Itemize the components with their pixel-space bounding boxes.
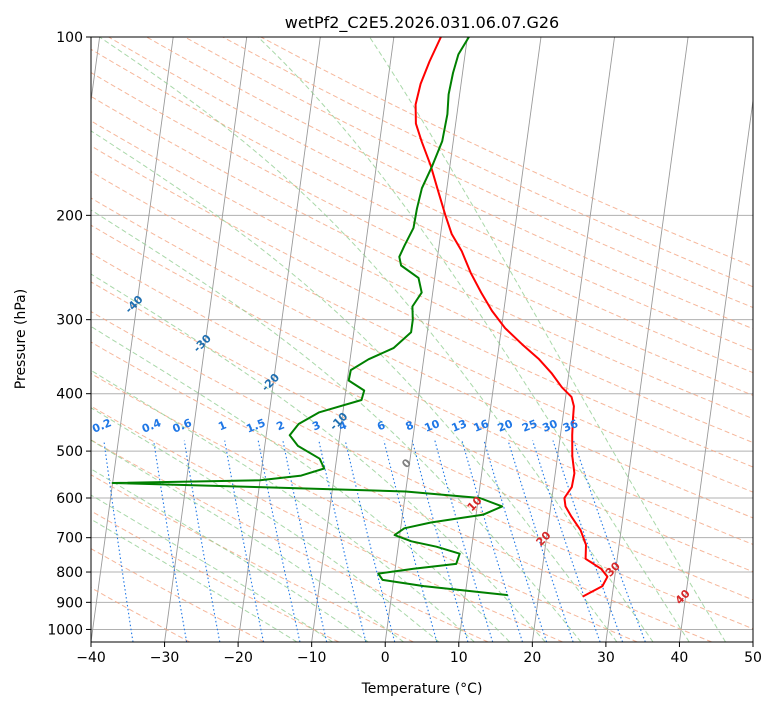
sounding-profiles	[111, 37, 609, 598]
mixing-ratio-label: 36	[561, 417, 580, 435]
dry-adiabat	[108, 37, 753, 352]
moist-adiabat	[91, 494, 333, 642]
isotherm	[458, 37, 542, 642]
y-tick-label: 100	[56, 30, 83, 46]
moist-adiabat	[91, 407, 440, 642]
chart-title: wetPf2_C2E5.2026.031.06.07.G26	[285, 13, 559, 33]
dry-adiabat	[91, 474, 414, 642]
x-tick-label: −10	[297, 650, 327, 666]
mixing-ratio-line	[344, 440, 396, 642]
y-tick-label: 1000	[47, 622, 83, 638]
x-tick-label: 50	[744, 650, 762, 666]
pressure-gridlines	[91, 37, 753, 630]
x-tick-label: 40	[671, 650, 689, 666]
mixing-ratio-line	[434, 440, 494, 642]
x-tick-label: −30	[150, 650, 180, 666]
dry-adiabat	[91, 224, 753, 545]
dry-adiabat	[91, 48, 753, 374]
dry-adiabat	[91, 71, 753, 396]
y-tick-label: 300	[56, 313, 83, 329]
dry-adiabats	[91, 37, 753, 642]
isotherm	[91, 37, 174, 642]
mixing-ratio-line	[383, 440, 438, 642]
x-tick-label: −20	[223, 650, 253, 666]
x-axis-ticks: −40 −30 −20 −10 0 10 20 30 40 50	[76, 642, 762, 666]
mixing-ratio-label: 13	[450, 417, 469, 435]
x-tick-label: 20	[523, 650, 541, 666]
moist-adiabat	[91, 325, 511, 642]
isotherm	[237, 37, 321, 642]
mixing-ratio-line	[318, 440, 367, 642]
mixing-ratio-line	[552, 440, 624, 642]
dry-adiabat	[91, 548, 265, 642]
temperature-profile	[414, 37, 609, 598]
y-tick-label: 600	[56, 491, 83, 507]
plot-frame	[90, 36, 754, 643]
moist-adiabat	[91, 439, 404, 642]
x-tick-label: 30	[597, 650, 615, 666]
y-tick-label: 400	[56, 387, 83, 403]
moist-adiabat	[91, 468, 369, 642]
y-tick-label: 900	[56, 595, 83, 611]
mixing-ratio-label: 20	[496, 417, 515, 435]
mixing-ratio-line	[224, 440, 265, 642]
moist-adiabat	[99, 37, 654, 642]
mixing-ratio-line	[461, 440, 524, 642]
dry-adiabat	[91, 310, 753, 630]
dry-adiabat	[91, 439, 489, 642]
dewpoint-profile	[111, 37, 508, 597]
mixing-ratio-label: 1	[216, 418, 228, 433]
isotherm	[384, 37, 468, 642]
mixing-ratio-label: 2	[275, 418, 287, 433]
y-tick-label: 700	[56, 531, 83, 547]
plot-area: 0.10.20.40.611.52346810131620253036-100-…	[91, 37, 753, 642]
mixing-ratio-label: 30	[540, 417, 559, 435]
mixing-ratio-line	[257, 440, 301, 642]
mixing-ratio-label: 8	[404, 418, 416, 433]
x-tick-label: 0	[381, 650, 390, 666]
moist-adiabat	[91, 273, 546, 642]
dry-adiabat	[91, 373, 638, 642]
dry-adiabat	[91, 120, 753, 444]
y-axis-label: Pressure (hPa)	[13, 289, 29, 389]
moist-adiabat	[91, 518, 298, 642]
isotherm	[678, 97, 753, 642]
mixing-ratio-line	[411, 440, 469, 642]
isotherm	[605, 37, 689, 642]
mixing-ratio-line	[573, 440, 646, 642]
moist-adiabat	[257, 37, 690, 642]
mixing-ratio-line	[183, 440, 221, 642]
mixing-ratio-label: 16	[472, 417, 491, 435]
y-tick-label: 800	[56, 565, 83, 581]
mixing-ratio-line	[153, 440, 188, 642]
moist-adiabat	[369, 37, 727, 642]
x-tick-label: −40	[76, 650, 106, 666]
mixing-ratio-line	[103, 440, 134, 642]
mixing-ratio-label: 10	[423, 417, 442, 435]
y-axis-ticks: 100 200 300 400 500 600 700 800 900 1000	[47, 30, 91, 638]
x-axis-label: Temperature (°C)	[361, 681, 483, 697]
x-tick-label: 10	[450, 650, 468, 666]
mixing-ratio-lines	[103, 440, 646, 642]
dry-adiabat	[91, 197, 753, 519]
dry-adiabat	[91, 95, 753, 420]
y-tick-label: 500	[56, 444, 83, 460]
dry-adiabat	[91, 252, 753, 573]
mixing-ratio-line	[282, 440, 328, 642]
mixing-ratio-label: 25	[520, 417, 539, 435]
dry-adiabat	[91, 281, 753, 601]
line-labels: 0.10.20.40.611.52346810131620253036-100-…	[91, 293, 693, 607]
isotherm	[164, 37, 248, 642]
y-tick-label: 200	[56, 208, 83, 224]
mixing-ratio-label: 3	[310, 418, 322, 433]
